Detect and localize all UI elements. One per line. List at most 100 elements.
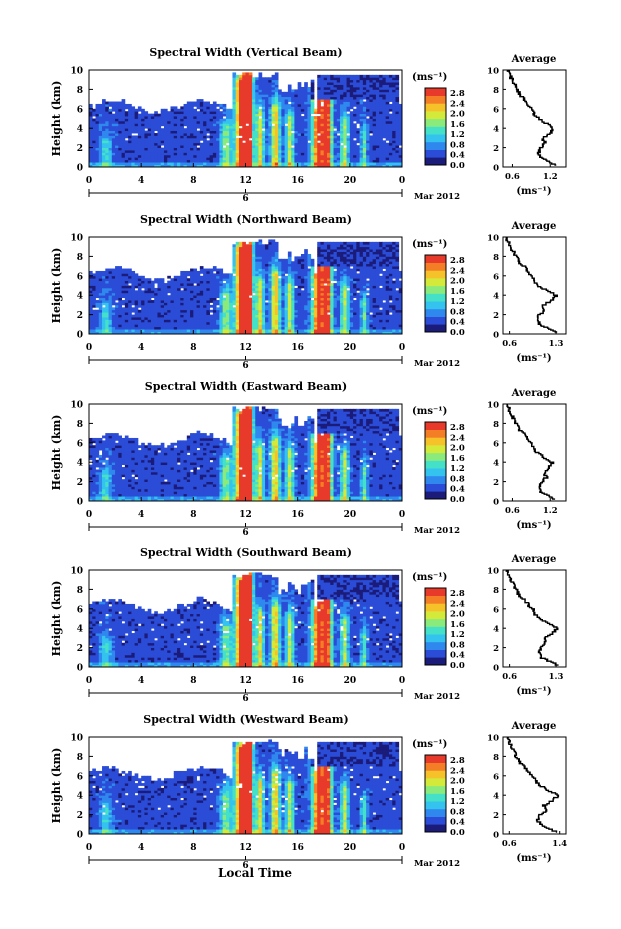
heatmap-cell xyxy=(180,307,184,311)
heatmap-cell xyxy=(89,329,93,332)
heatmap-cell xyxy=(255,77,259,81)
heatmap-cell xyxy=(232,162,237,165)
heatmap-cell xyxy=(327,111,331,115)
heatmap-cell xyxy=(235,77,240,81)
heatmap-cell xyxy=(242,133,246,136)
heatmap-cell xyxy=(268,154,272,158)
heatmap-cell xyxy=(252,253,256,257)
heatmap-cell xyxy=(173,326,178,330)
heatmap-cell xyxy=(333,94,338,98)
heatmap-cell xyxy=(238,270,243,274)
heatmap-cell xyxy=(258,94,263,98)
heatmap-cell xyxy=(144,314,149,318)
heatmap-cell xyxy=(212,283,217,286)
heatmap-cell xyxy=(89,152,93,156)
heatmap-cell xyxy=(323,130,328,134)
heatmap-cell xyxy=(163,113,168,117)
heatmap-cell xyxy=(268,244,272,248)
heatmap-cell xyxy=(297,266,302,269)
heatmap-cell xyxy=(150,280,155,284)
heatmap-cell xyxy=(216,120,220,124)
heatmap-cell xyxy=(291,314,295,318)
colorbar-segment xyxy=(425,157,446,166)
heatmap-cell xyxy=(317,84,321,88)
heatmap-cell xyxy=(340,123,344,127)
heatmap-cell xyxy=(167,145,171,148)
heatmap-cell xyxy=(297,307,302,311)
heatmap-cell xyxy=(310,307,315,311)
heatmap-cell xyxy=(170,324,175,328)
heatmap-cell xyxy=(395,116,400,119)
heatmap-cell xyxy=(333,101,338,105)
heatmap-cell xyxy=(310,145,315,148)
heatmap-cell xyxy=(232,275,237,279)
heatmap-cell xyxy=(248,261,253,265)
heatmap-cell xyxy=(366,130,370,134)
heatmap-cell xyxy=(196,130,201,134)
heatmap-cell xyxy=(183,314,188,318)
heatmap-cell xyxy=(108,295,113,299)
heatmap-cell xyxy=(206,157,211,161)
heatmap-cell xyxy=(245,150,250,153)
heatmap-cell xyxy=(330,154,334,158)
heatmap-cell xyxy=(327,120,331,124)
heatmap-cell xyxy=(398,162,403,165)
heatmap-cell xyxy=(92,287,96,291)
heatmap-cell xyxy=(193,280,197,284)
heatmap-cell xyxy=(268,314,272,318)
heatmap-cell xyxy=(346,150,351,153)
heatmap-cell xyxy=(291,128,295,132)
heatmap-cell xyxy=(252,287,256,291)
heatmap-cell xyxy=(255,137,259,141)
heatmap-cell xyxy=(232,113,237,117)
heatmap-cell xyxy=(248,157,253,161)
heatmap-cell xyxy=(252,99,256,102)
heatmap-cell xyxy=(115,128,119,132)
heatmap-cell xyxy=(307,253,312,257)
heatmap-cell xyxy=(287,331,292,335)
heatmap-cell xyxy=(242,326,246,330)
heatmap-cell xyxy=(232,244,237,248)
heatmap-cell xyxy=(310,300,315,303)
heatmap-cell xyxy=(134,329,139,332)
heatmap-cell xyxy=(222,292,227,296)
heatmap-cell xyxy=(232,72,237,76)
heatmap-cell xyxy=(137,154,142,158)
heatmap-cell xyxy=(304,321,308,325)
heatmap-cell xyxy=(258,319,263,323)
heatmap-cell xyxy=(248,312,253,315)
heatmap-cell xyxy=(137,312,142,315)
heatmap-cell xyxy=(353,147,357,151)
heatmap-cell xyxy=(177,159,181,163)
heatmap-cell xyxy=(353,86,357,90)
heatmap-cell xyxy=(121,312,126,315)
heatmap-cell xyxy=(274,82,279,85)
heatmap-cell xyxy=(115,273,119,277)
heatmap-cell xyxy=(245,103,250,107)
heatmap-cell xyxy=(121,285,126,289)
heatmap-cell xyxy=(287,285,292,289)
heatmap-cell xyxy=(245,145,250,148)
heatmap-cell xyxy=(274,103,279,107)
heatmap-cell xyxy=(102,108,106,112)
heatmap-cell xyxy=(177,111,181,115)
heatmap-cell xyxy=(258,302,263,306)
heatmap-cell xyxy=(369,111,374,115)
heatmap-cell xyxy=(108,142,113,146)
heatmap-cell xyxy=(375,82,380,85)
heatmap-cell xyxy=(300,285,305,289)
heatmap-cell xyxy=(190,302,194,306)
heatmap-cell xyxy=(193,164,197,168)
heatmap-cell xyxy=(118,309,122,313)
heatmap-cell xyxy=(193,128,197,132)
heatmap-cell xyxy=(209,290,214,294)
heatmap-cell xyxy=(193,321,197,325)
heatmap-cell xyxy=(170,314,175,318)
heatmap-cell xyxy=(216,128,220,132)
heatmap-cell xyxy=(150,147,155,151)
heatmap-cell xyxy=(323,159,328,163)
heatmap-cell xyxy=(150,317,155,320)
heatmap-cell xyxy=(281,297,286,301)
heatmap-cell xyxy=(362,157,367,161)
heatmap-cell xyxy=(245,118,250,122)
